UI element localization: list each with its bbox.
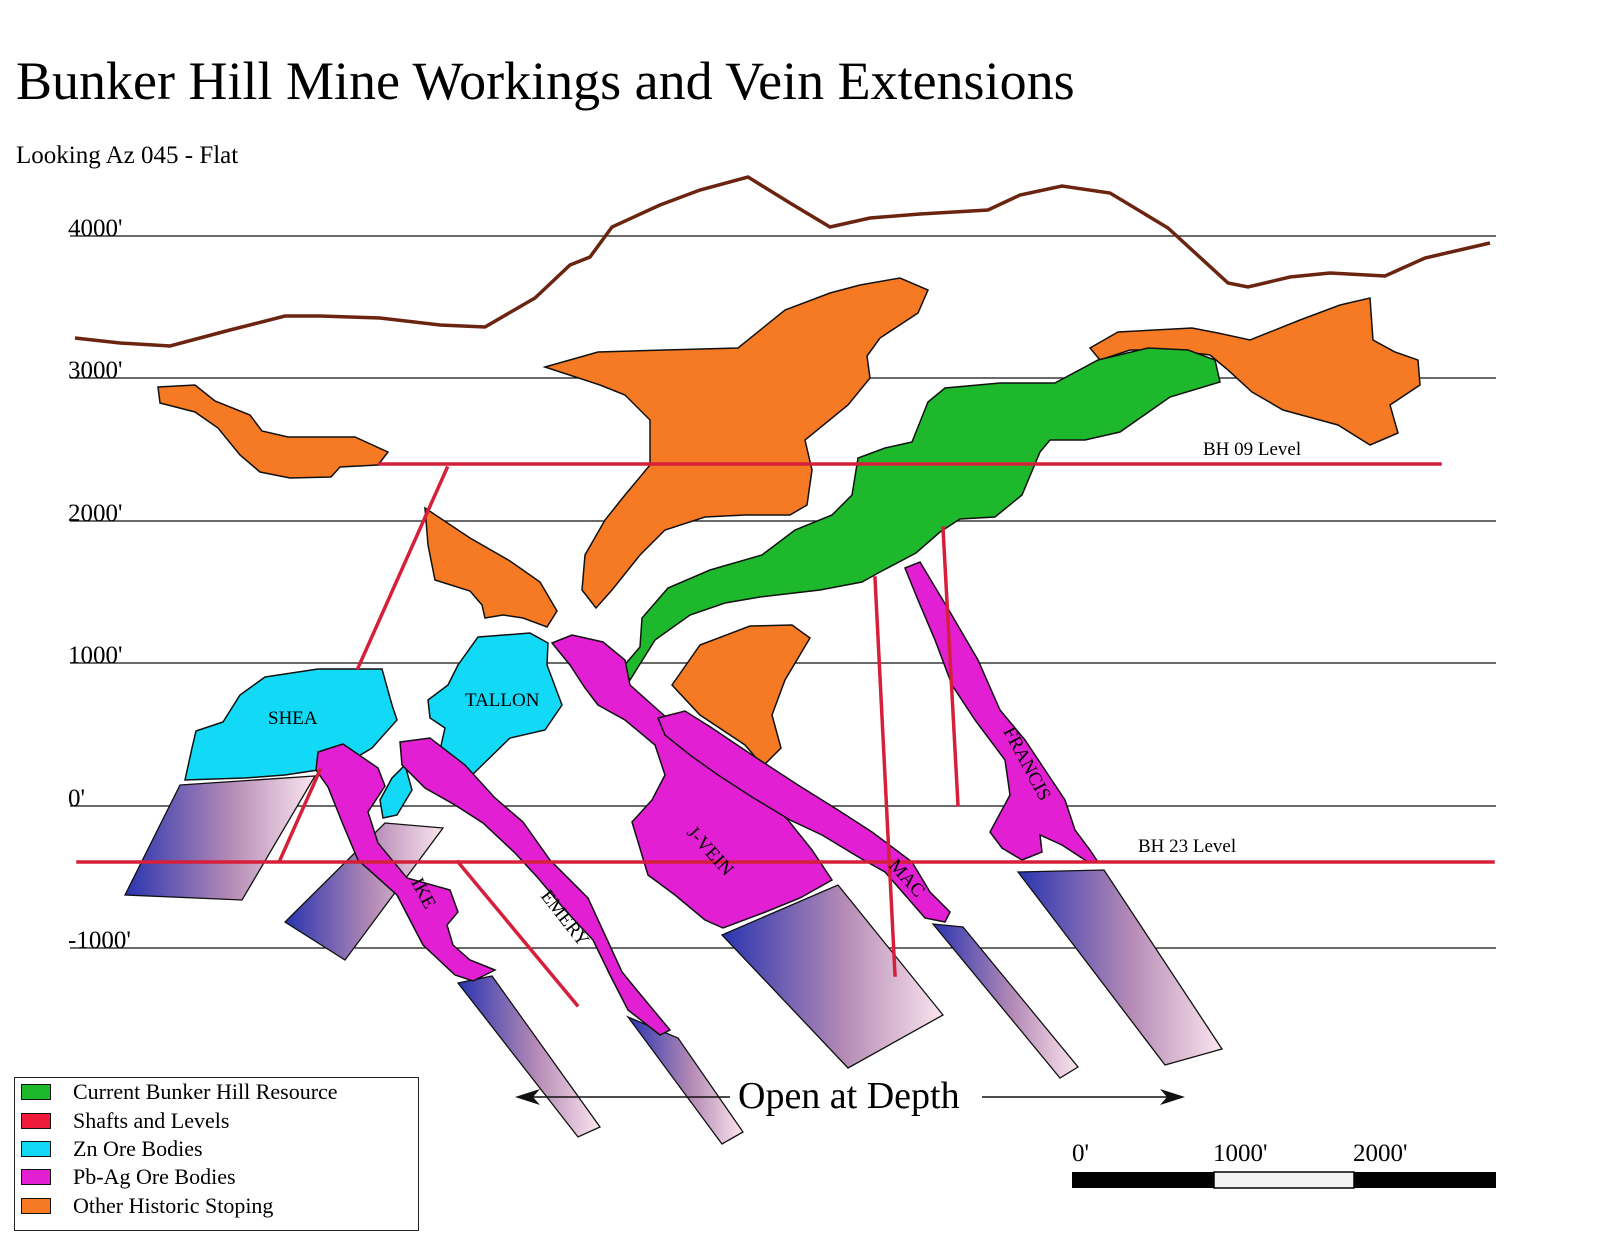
elevation-label: 0'	[68, 785, 85, 812]
stope-west	[157, 384, 390, 479]
stope-central-north	[542, 277, 929, 610]
scale-bar: 0' 1000' 2000'	[1072, 1140, 1496, 1189]
elevation-label: -1000'	[68, 927, 131, 954]
shaft-west-upper	[355, 465, 450, 671]
open-at-depth-annotation: Open at Depth	[515, 1075, 1185, 1117]
extension-tallon	[283, 822, 445, 961]
scale-label: 2000'	[1353, 1140, 1408, 1167]
arrow-left-icon	[515, 1089, 540, 1105]
pbag-ore-bodies	[315, 561, 1100, 1036]
stope-shaft-area	[424, 506, 558, 628]
arrow-right-icon	[1160, 1089, 1185, 1105]
page-title: Bunker Hill Mine Workings and Vein Exten…	[16, 51, 1075, 111]
scale-segment-3	[1354, 1172, 1496, 1188]
pbag-francis	[904, 561, 1100, 863]
legend-item-pbag: Pb-Ag Ore Bodies	[21, 1164, 236, 1190]
pbag-mac	[656, 710, 951, 923]
extension-mac	[931, 923, 1079, 1079]
page-subtitle: Looking Az 045 - Flat	[16, 142, 239, 169]
scale-label: 0'	[1072, 1140, 1089, 1167]
shaft-central	[873, 576, 897, 977]
extension-francis	[1016, 869, 1224, 1066]
elevation-labels: 4000' 3000' 2000' 1000' 0' -1000'	[68, 215, 131, 954]
shaft-south	[455, 859, 580, 1008]
legend-label: Current Bunker Hill Resource	[73, 1079, 338, 1104]
shaft-west-lower	[277, 767, 323, 863]
legend-swatch	[21, 1084, 51, 1100]
elevation-label: 2000'	[68, 500, 123, 527]
legend-item-resource: Current Bunker Hill Resource	[21, 1079, 338, 1105]
stope-northeast	[1088, 297, 1421, 446]
elevation-label: 4000'	[68, 215, 123, 242]
extension-jvein	[720, 884, 944, 1069]
resource-zone	[621, 347, 1221, 682]
scale-label: 1000'	[1213, 1140, 1268, 1167]
topography-line	[74, 175, 1491, 348]
extension-ike	[456, 975, 601, 1138]
extension-shea	[123, 775, 317, 901]
legend-label: Zn Ore Bodies	[73, 1136, 203, 1161]
legend: Current Bunker Hill Resource Shafts and …	[14, 1077, 419, 1231]
open-at-depth-label: Open at Depth	[738, 1075, 960, 1117]
extension-emery	[626, 1015, 744, 1145]
elevation-label: 3000'	[68, 357, 123, 384]
label-tallon: TALLON	[465, 690, 540, 711]
pbag-emery	[399, 737, 672, 1036]
legend-item-shafts: Shafts and Levels	[21, 1108, 229, 1134]
legend-swatch	[21, 1198, 51, 1214]
pbag-jvein	[550, 634, 834, 929]
legend-item-stoping: Other Historic Stoping	[21, 1193, 273, 1219]
level-label-bh23: BH 23 Level	[1138, 836, 1236, 857]
elevation-label: 1000'	[68, 642, 123, 669]
historic-stoping	[157, 277, 1421, 768]
zn-tallon-lower	[379, 763, 413, 819]
stope-central-south	[671, 624, 811, 768]
shafts-and-levels	[76, 462, 1495, 1008]
shaft-east	[941, 526, 960, 807]
scale-segment-1	[1072, 1172, 1214, 1188]
legend-label: Shafts and Levels	[73, 1108, 230, 1133]
legend-label: Other Historic Stoping	[73, 1193, 274, 1218]
scale-segment-2	[1213, 1171, 1355, 1189]
legend-swatch	[21, 1169, 51, 1185]
level-label-bh09: BH 09 Level	[1203, 439, 1301, 460]
pbag-ike	[315, 743, 497, 982]
label-shea: SHEA	[268, 708, 318, 729]
legend-label: Pb-Ag Ore Bodies	[73, 1164, 236, 1189]
legend-swatch	[21, 1141, 51, 1157]
legend-swatch	[21, 1113, 51, 1129]
legend-item-zn: Zn Ore Bodies	[21, 1136, 203, 1162]
